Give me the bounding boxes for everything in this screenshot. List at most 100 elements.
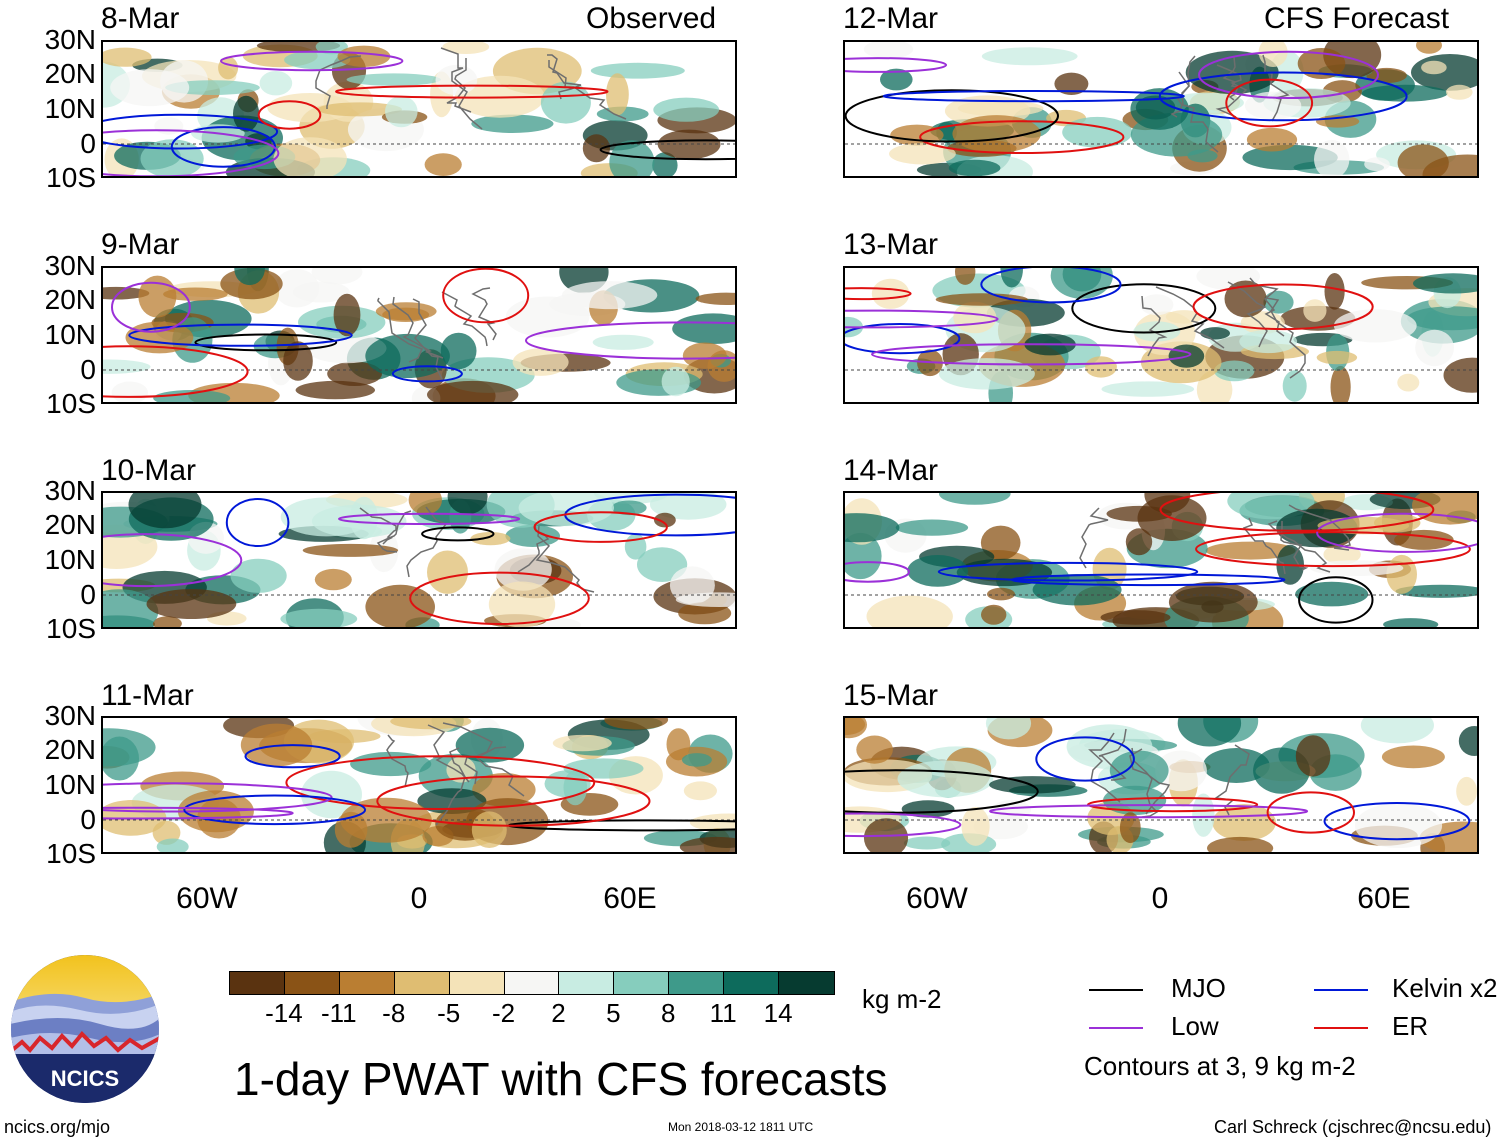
pwat-anomaly-area	[1458, 726, 1477, 756]
pwat-anomaly-area	[649, 493, 727, 520]
pwat-anomaly-area	[871, 278, 910, 309]
contour-line	[599, 139, 735, 161]
pwat-anomaly-area	[948, 159, 1001, 176]
pwat-anomaly-area	[346, 73, 441, 86]
pwat-anomaly-area	[592, 334, 654, 350]
pwat-anomaly-area	[156, 838, 189, 852]
pwat-anomaly-area	[845, 532, 882, 580]
pwat-anomaly-area	[103, 589, 159, 627]
ncics-logo: NCICS	[10, 954, 160, 1104]
pwat-anomaly-area	[1205, 541, 1296, 560]
colorbar-box	[669, 972, 725, 994]
pwat-anomaly-area	[280, 608, 358, 627]
pwat-anomaly-area	[103, 359, 151, 374]
pwat-anomaly-area	[1125, 528, 1153, 556]
colorbar-box	[724, 972, 780, 994]
pwat-anomaly-area	[1330, 365, 1351, 402]
contour-line	[103, 533, 243, 588]
coastline	[1079, 507, 1109, 569]
pwat-anomaly-area	[334, 811, 368, 848]
coastline	[1088, 732, 1121, 803]
coastline	[1131, 747, 1159, 818]
pwat-anomaly-area	[938, 358, 1035, 390]
map-panel	[101, 491, 737, 629]
pwat-anomaly-area	[103, 286, 150, 300]
y-tick-label: 0	[80, 128, 96, 159]
pwat-anomaly-area	[408, 493, 442, 515]
coastline	[1265, 297, 1306, 379]
pwat-anomaly-area	[447, 493, 488, 515]
pwat-anomaly-area	[1411, 54, 1477, 91]
legend-line-mjo	[1089, 989, 1143, 991]
footer-author: Carl Schreck (cjschrec@ncsu.edu)	[1214, 1117, 1492, 1137]
contour-line	[845, 287, 912, 301]
contour-line	[376, 775, 651, 827]
colorbar-tick-label: 14	[763, 998, 793, 1028]
pwat-anomaly-area	[1446, 84, 1473, 100]
coastline	[376, 510, 412, 553]
contour-line	[919, 120, 1125, 154]
pwat-anomaly-area	[1324, 273, 1345, 310]
contour-line	[285, 755, 596, 810]
pwat-anomaly-area	[280, 497, 372, 537]
pwat-anomaly-area	[283, 341, 313, 381]
colorbar-box	[230, 972, 285, 994]
panel-date-12-mar: 12-Mar	[843, 2, 939, 35]
x-tick-60w: 60W	[176, 882, 238, 915]
pwat-anomaly-area	[1316, 350, 1358, 365]
y-tick-label: 30N	[44, 250, 96, 281]
coastline	[471, 287, 497, 341]
contour-line	[1225, 78, 1314, 128]
colorbar-box	[394, 972, 450, 994]
pwat-anomaly-area	[1303, 299, 1327, 322]
contour-line	[128, 323, 353, 347]
pwat-anomaly-area	[1443, 357, 1477, 393]
contour-line	[421, 526, 495, 542]
contour-line	[442, 268, 530, 324]
colorbar-tick-label: -5	[437, 998, 461, 1028]
pwat-anomaly-area	[1253, 747, 1310, 794]
map-panel	[843, 716, 1479, 854]
pwat-anomaly-area	[540, 81, 591, 124]
map-panel	[101, 40, 737, 178]
contour-line	[1316, 512, 1477, 553]
pwat-anomaly-area	[955, 268, 976, 285]
pwat-anomaly-area	[146, 589, 237, 619]
contour-line	[1192, 283, 1374, 331]
panel-date-15-mar: 15-Mar	[843, 679, 939, 712]
pwat-anomaly-area	[582, 134, 610, 163]
coastline	[1222, 56, 1240, 101]
pwat-anomaly-area	[505, 524, 560, 547]
contour-line	[103, 806, 294, 820]
colorbar-box	[614, 972, 670, 994]
pwat-anomaly-area	[695, 292, 735, 305]
pwat-anomaly-area	[1323, 544, 1361, 565]
contour-line	[257, 100, 322, 130]
pwat-anomaly-area	[442, 42, 490, 54]
pwat-anomaly-area	[590, 62, 685, 79]
pwat-anomaly-area	[561, 281, 658, 310]
pwat-anomaly-area	[953, 301, 997, 334]
pwat-anomaly-area	[682, 342, 727, 369]
pwat-anomaly-area	[1214, 360, 1255, 382]
pwat-anomaly-area	[138, 275, 177, 318]
colorbar-box	[559, 972, 615, 994]
contour-line	[338, 512, 521, 525]
colorbar-box	[339, 972, 395, 994]
pwat-anomaly-area	[111, 381, 148, 402]
pwat-anomaly-area	[681, 753, 712, 767]
legend-kelvin: Kelvin x2	[1392, 973, 1498, 1003]
contour-line	[111, 281, 191, 333]
y-tick-label: 20N	[44, 734, 96, 765]
x-tick-0: 0	[1151, 882, 1169, 915]
contour-line	[335, 84, 609, 99]
pwat-anomaly-area	[350, 751, 432, 777]
pwat-anomaly-area	[1140, 294, 1174, 316]
pwat-anomaly-area	[1333, 309, 1417, 343]
pwat-anomaly-area	[295, 380, 375, 400]
contour-line	[845, 89, 1059, 143]
contour-line	[225, 498, 290, 547]
contour-line	[220, 50, 404, 72]
contour-line	[1195, 531, 1471, 568]
contour-line	[871, 343, 1192, 366]
